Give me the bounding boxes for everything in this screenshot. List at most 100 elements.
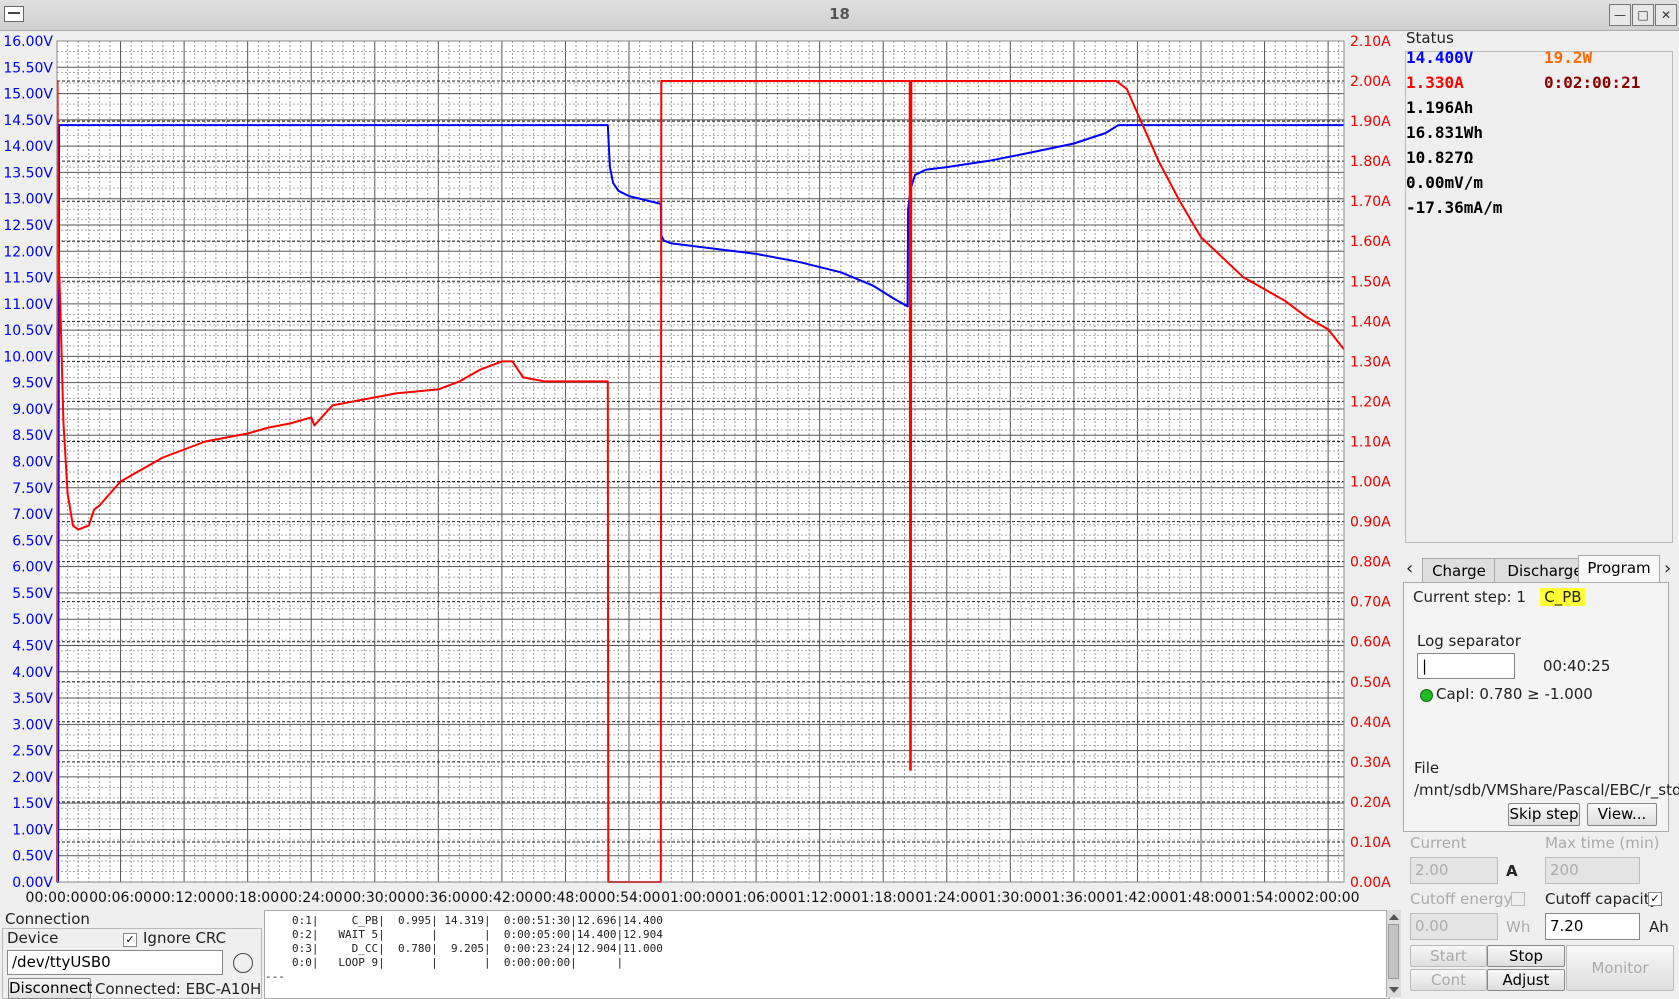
x-tick-label: 00:18:00	[216, 890, 279, 906]
current-series-line	[56, 80, 1345, 883]
ignore-crc-checkbox[interactable]: ✓	[123, 933, 137, 947]
y-right-tick-label: 0.40A	[1350, 715, 1391, 731]
status-voltage: 14.400V	[1406, 48, 1474, 67]
log-scrollbar[interactable]	[1386, 910, 1401, 997]
y-right-tick-label: 0.70A	[1350, 595, 1391, 611]
y-right-tick-label: 1.60A	[1350, 234, 1391, 250]
x-tick-label: 01:42:00	[1106, 890, 1169, 906]
status-power: 19.2W	[1544, 48, 1593, 67]
y-left-tick-label: 5.50V	[12, 586, 53, 602]
device-input[interactable]: /dev/ttyUSB0	[7, 950, 223, 975]
x-tick-label: 01:12:00	[788, 890, 851, 906]
y-left-tick-label: 4.50V	[12, 638, 53, 654]
y-left-tick-label: 6.50V	[12, 533, 53, 549]
x-tick-label: 01:06:00	[725, 890, 788, 906]
y-left-tick-label: 14.50V	[3, 113, 53, 129]
cutoff-capacity-checkbox[interactable]: ✓	[1648, 892, 1662, 906]
y-right-tick-label: 2.00A	[1350, 74, 1391, 90]
y-left-tick-label: 1.50V	[12, 796, 53, 812]
tab-right-arrow-icon[interactable]: ›	[1664, 558, 1672, 579]
device-label: Device	[7, 929, 59, 947]
y-left-tick-label: 8.00V	[12, 455, 53, 471]
program-panel: Current step: 1 C_PB Log separator | 00:…	[1403, 582, 1679, 832]
y-left-tick-label: 13.00V	[3, 192, 53, 208]
y-left-tick-label: 8.50V	[12, 428, 53, 444]
voltage-series-line	[57, 124, 1344, 883]
x-tick-label: 00:12:00	[153, 890, 216, 906]
x-tick-label: 00:54:00	[598, 890, 661, 906]
y-right-tick-label: 1.00A	[1350, 475, 1391, 491]
cutoff-capacity-label: Cutoff capacity	[1545, 890, 1659, 908]
log-output[interactable]: 0:1| C_PB| 0.995| 14.319| 0:00:51:30|12.…	[264, 910, 1390, 999]
y-left-tick-label: 5.00V	[12, 612, 53, 628]
current-input[interactable]: 2.00	[1410, 857, 1498, 884]
y-left-tick-label: 0.50V	[12, 849, 53, 865]
y-left-tick-label: 4.00V	[12, 665, 53, 681]
y-left-tick-label: 7.00V	[12, 507, 53, 523]
condition-status-icon	[1420, 689, 1433, 702]
x-tick-label: 01:18:00	[852, 890, 915, 906]
scroll-down-icon[interactable]	[1389, 987, 1399, 993]
connection-header: Connection	[5, 910, 90, 928]
stop-button[interactable]: Stop	[1487, 945, 1565, 967]
log-line: 0:0| LOOP 9| | | 0:00:00:00| |	[292, 956, 624, 969]
current-step-name: C_PB	[1540, 588, 1586, 606]
tick-labels: 0.00V 0.50V 1.00V 1.50V 2.00V 2.50V 3.00V 3.50V…	[3, 34, 1391, 906]
connection-panel: Connection Device ✓ Ignore CRC /dev/ttyU…	[2, 910, 262, 999]
y-left-tick-label: 14.00V	[3, 139, 53, 155]
y-left-tick-label: 9.50V	[12, 376, 53, 392]
cutoff-capacity-input[interactable]: 7.20	[1545, 913, 1640, 940]
max-time-input[interactable]: 200	[1545, 857, 1640, 884]
window-menu-icon[interactable]	[4, 6, 24, 22]
x-tick-label: 00:42:00	[470, 890, 533, 906]
skip-step-button[interactable]: Skip step	[1508, 803, 1580, 826]
cutoff-energy-checkbox[interactable]	[1511, 892, 1525, 906]
current-label: Current	[1410, 834, 1467, 852]
y-right-tick-label: 1.70A	[1350, 194, 1391, 210]
y-right-tick-label: 0.30A	[1350, 755, 1391, 771]
close-icon[interactable]: ✕	[1655, 4, 1677, 26]
chart-area: 0.00V 0.50V 1.00V 1.50V 2.00V 2.50V 3.00V 3.50V…	[0, 31, 1400, 911]
adjust-button[interactable]: Adjust	[1487, 969, 1565, 991]
current-unit: A	[1506, 862, 1518, 880]
y-left-tick-label: 9.00V	[12, 402, 53, 418]
status-dv: 0.00mV/m	[1406, 173, 1484, 192]
y-right-tick-label: 0.50A	[1350, 675, 1391, 691]
x-tick-label: 01:48:00	[1170, 890, 1233, 906]
elapsed-time: 00:40:25	[1543, 657, 1611, 675]
view-button[interactable]: View...	[1587, 803, 1657, 826]
y-right-tick-label: 0.90A	[1350, 515, 1391, 531]
y-right-tick-label: 1.80A	[1350, 154, 1391, 170]
cutoff-energy-input[interactable]: 0.00	[1410, 913, 1498, 940]
x-tick-label: 02:00:00	[1297, 890, 1360, 906]
y-right-tick-label: 0.80A	[1350, 555, 1391, 571]
maximize-icon[interactable]: □	[1632, 4, 1654, 26]
x-tick-label: 01:54:00	[1233, 890, 1296, 906]
start-button[interactable]: Start	[1410, 945, 1487, 967]
x-tick-label: 00:24:00	[280, 890, 343, 906]
monitor-button[interactable]: Monitor	[1566, 945, 1674, 991]
y-left-tick-label: 16.00V	[3, 34, 53, 50]
y-left-tick-label: 7.50V	[12, 481, 53, 497]
connection-status: Connected: EBC-A10H	[95, 980, 262, 998]
disconnect-button[interactable]: Disconnect	[8, 978, 93, 999]
cont-button[interactable]: Cont	[1410, 969, 1487, 991]
status-di: -17.36mA/m	[1406, 198, 1503, 217]
tab-program[interactable]: Program	[1578, 555, 1660, 584]
x-tick-label: 00:30:00	[343, 890, 406, 906]
series	[56, 80, 1345, 883]
status-box	[1405, 51, 1673, 543]
tab-left-arrow-icon[interactable]: ‹	[1406, 558, 1414, 579]
x-tick-label: 01:36:00	[1042, 890, 1105, 906]
grid	[56, 40, 1344, 883]
x-tick-label: 00:00:00	[26, 890, 89, 906]
file-path: /mnt/sdb/VMShare/Pascal/EBC/r_std.	[1414, 781, 1679, 799]
y-right-tick-label: 1.90A	[1350, 114, 1391, 130]
minimize-icon[interactable]: —	[1609, 4, 1631, 26]
scroll-up-icon[interactable]	[1389, 914, 1399, 920]
log-separator-input[interactable]: |	[1417, 653, 1515, 679]
tab-charge[interactable]: Charge	[1422, 558, 1496, 583]
y-right-tick-label: 1.50A	[1350, 274, 1391, 290]
x-tick-label: 01:24:00	[915, 890, 978, 906]
scroll-thumb[interactable]	[1388, 924, 1399, 979]
